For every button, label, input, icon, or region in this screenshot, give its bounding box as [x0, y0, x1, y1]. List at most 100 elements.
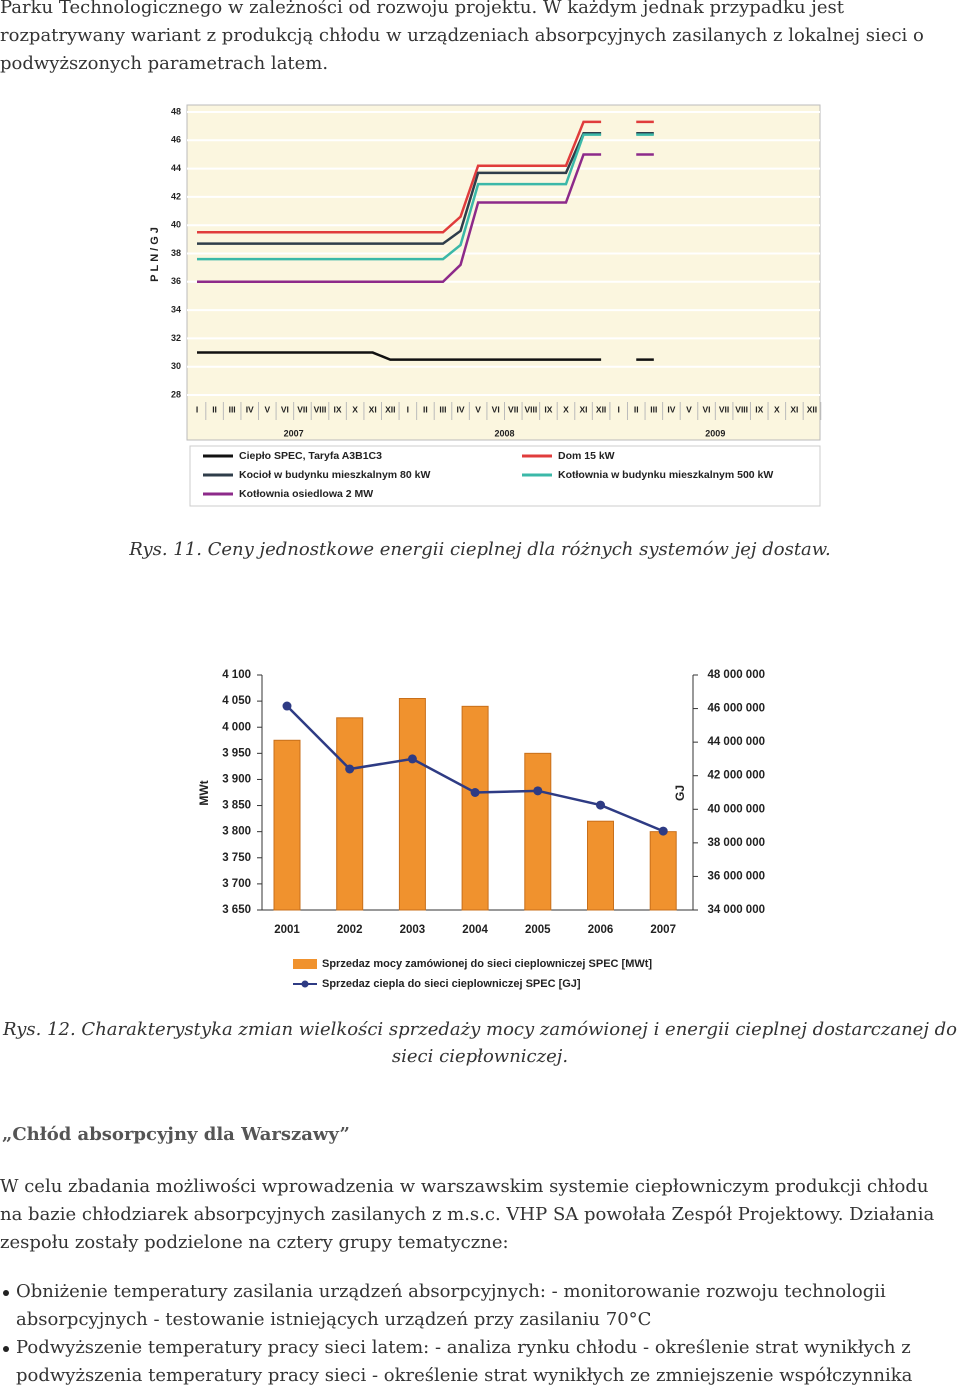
x-tick-label: VII: [508, 404, 518, 414]
x-tick-label: VI: [492, 404, 500, 414]
y-tick-label: 3 850: [222, 800, 251, 812]
legend-swatch: [293, 959, 317, 969]
y-tick-label: 4 000: [222, 721, 251, 733]
list-item: Obniżenie temperatury zasilania urządzeń…: [3, 1278, 946, 1334]
x-tick-label: I: [617, 404, 619, 414]
y-tick-label: 34: [171, 304, 181, 314]
y-tick-label: 3 950: [222, 747, 251, 759]
y-tick-label: 3 900: [222, 773, 251, 785]
x-tick-label: XII: [385, 404, 395, 414]
x-tick-label: 2001: [274, 924, 300, 936]
y-tick-label: 30: [171, 361, 181, 371]
point: [282, 701, 292, 711]
x-tick-label: 2006: [588, 924, 614, 936]
bar: [461, 705, 489, 911]
list: Obniżenie temperatury zasilania urządzeń…: [0, 1278, 946, 1390]
paragraph: W celu zbadania możliwości wprowadzenia …: [0, 1176, 935, 1253]
x-tick-label: X: [774, 404, 780, 414]
series-line: [197, 133, 654, 261]
series-line: [197, 120, 654, 234]
y2-tick-label: 34 000 000: [707, 904, 765, 916]
bar: [587, 820, 614, 911]
x-tick-label: II: [212, 404, 217, 414]
x-tick-label: X: [563, 404, 569, 414]
x-tick-label: III: [650, 404, 657, 414]
x-tick-label: XI: [790, 404, 798, 414]
y2-tick-label: 42 000 000: [707, 770, 765, 782]
y-tick-label: 4 050: [222, 695, 251, 707]
paragraph: Parku Technologicznego w zależności od r…: [0, 0, 924, 74]
x-tick-label: 2004: [462, 924, 488, 936]
year-label: 2009: [705, 428, 725, 438]
bar: [273, 739, 301, 911]
legend-box: [189, 445, 821, 507]
x-tick-label: 2003: [400, 924, 426, 936]
point: [470, 788, 480, 797]
x-tick-label: VIII: [524, 404, 537, 414]
y-axis-label: PLN/GJ: [149, 224, 161, 282]
y-tick-label: 28: [171, 389, 181, 399]
y-tick-label: 42: [171, 191, 181, 201]
legend-label: Ciepło SPEC, Taryfa A3B1C3: [239, 450, 382, 462]
y2-tick-label: 48 000 000: [707, 669, 765, 681]
x-tick-label: IX: [334, 404, 342, 414]
x-tick-label: I: [407, 404, 409, 414]
series-line: [197, 351, 654, 361]
series-line: [197, 131, 654, 245]
legend-label: Sprzedaz mocy zamówionej do sieci cieplo…: [322, 958, 652, 970]
legend-label: Kotłownia w budynku mieszkalnym 500 kW: [558, 469, 773, 481]
x-tick-label: 2002: [337, 924, 363, 936]
bar: [524, 752, 552, 911]
sales-chart: 3 650 3 700 3 750 3 800 3 850 3 900 3 950 4 000…: [197, 669, 765, 990]
bar: [398, 698, 426, 911]
legend-label: Kocioł w budynku mieszkalnym 80 kW: [239, 469, 430, 481]
x-tick-label: IV: [246, 404, 254, 414]
x-tick-label: III: [229, 404, 236, 414]
bar: [649, 831, 677, 911]
y2-tick-label: 46 000 000: [707, 703, 765, 715]
y-tick-label: 46: [171, 135, 181, 145]
x-tick-label: I: [196, 404, 198, 414]
x-tick-label: III: [439, 404, 446, 414]
legend-label: Kotłownia osiedlowa 2 MW: [239, 488, 373, 500]
x-tick-label: VII: [719, 404, 729, 414]
x-tick-label: IV: [457, 404, 465, 414]
y2-tick-label: 44 000 000: [707, 736, 765, 748]
y-tick-label: 38: [171, 248, 181, 258]
point: [596, 800, 605, 810]
x-tick-label: IX: [544, 404, 552, 414]
x-tick-label: IV: [667, 404, 675, 414]
x-tick-label: XI: [580, 404, 588, 414]
x-tick-label: 2005: [525, 924, 551, 936]
x-tick-label: IX: [755, 404, 763, 414]
y2-tick-label: 40 000 000: [707, 803, 765, 815]
point: [533, 786, 543, 796]
year-label: 2008: [494, 428, 514, 438]
legend-swatch: [301, 980, 309, 988]
series-line: [197, 153, 654, 284]
y2-axis-label: GJ: [673, 785, 687, 801]
x-tick-label: V: [264, 404, 270, 414]
x-tick-label: II: [423, 404, 428, 414]
x-tick-label: V: [686, 404, 692, 414]
x-tick-label: VII: [297, 404, 307, 414]
plot-area: [186, 104, 821, 441]
legend-label: Sprzedaz ciepla do sieci cieplowniczej S…: [322, 978, 581, 990]
y2-tick-label: 38 000 000: [707, 837, 765, 849]
list-item: Podwyższenie temperatury pracy sieci lat…: [3, 1334, 946, 1390]
y-tick-label: 3 750: [222, 852, 251, 864]
point: [345, 764, 355, 774]
x-tick-label: X: [352, 404, 358, 414]
y-tick-label: 3 800: [222, 826, 251, 838]
x-tick-label: VIII: [735, 404, 748, 414]
point: [658, 826, 668, 836]
bar: [336, 717, 364, 911]
point: [407, 754, 417, 764]
y-tick-label: 36: [171, 276, 181, 286]
x-tick-label: VI: [703, 404, 711, 414]
x-tick-label: V: [475, 404, 481, 414]
y-tick-label: 40: [171, 220, 181, 230]
y-tick-label: 48: [171, 106, 181, 116]
